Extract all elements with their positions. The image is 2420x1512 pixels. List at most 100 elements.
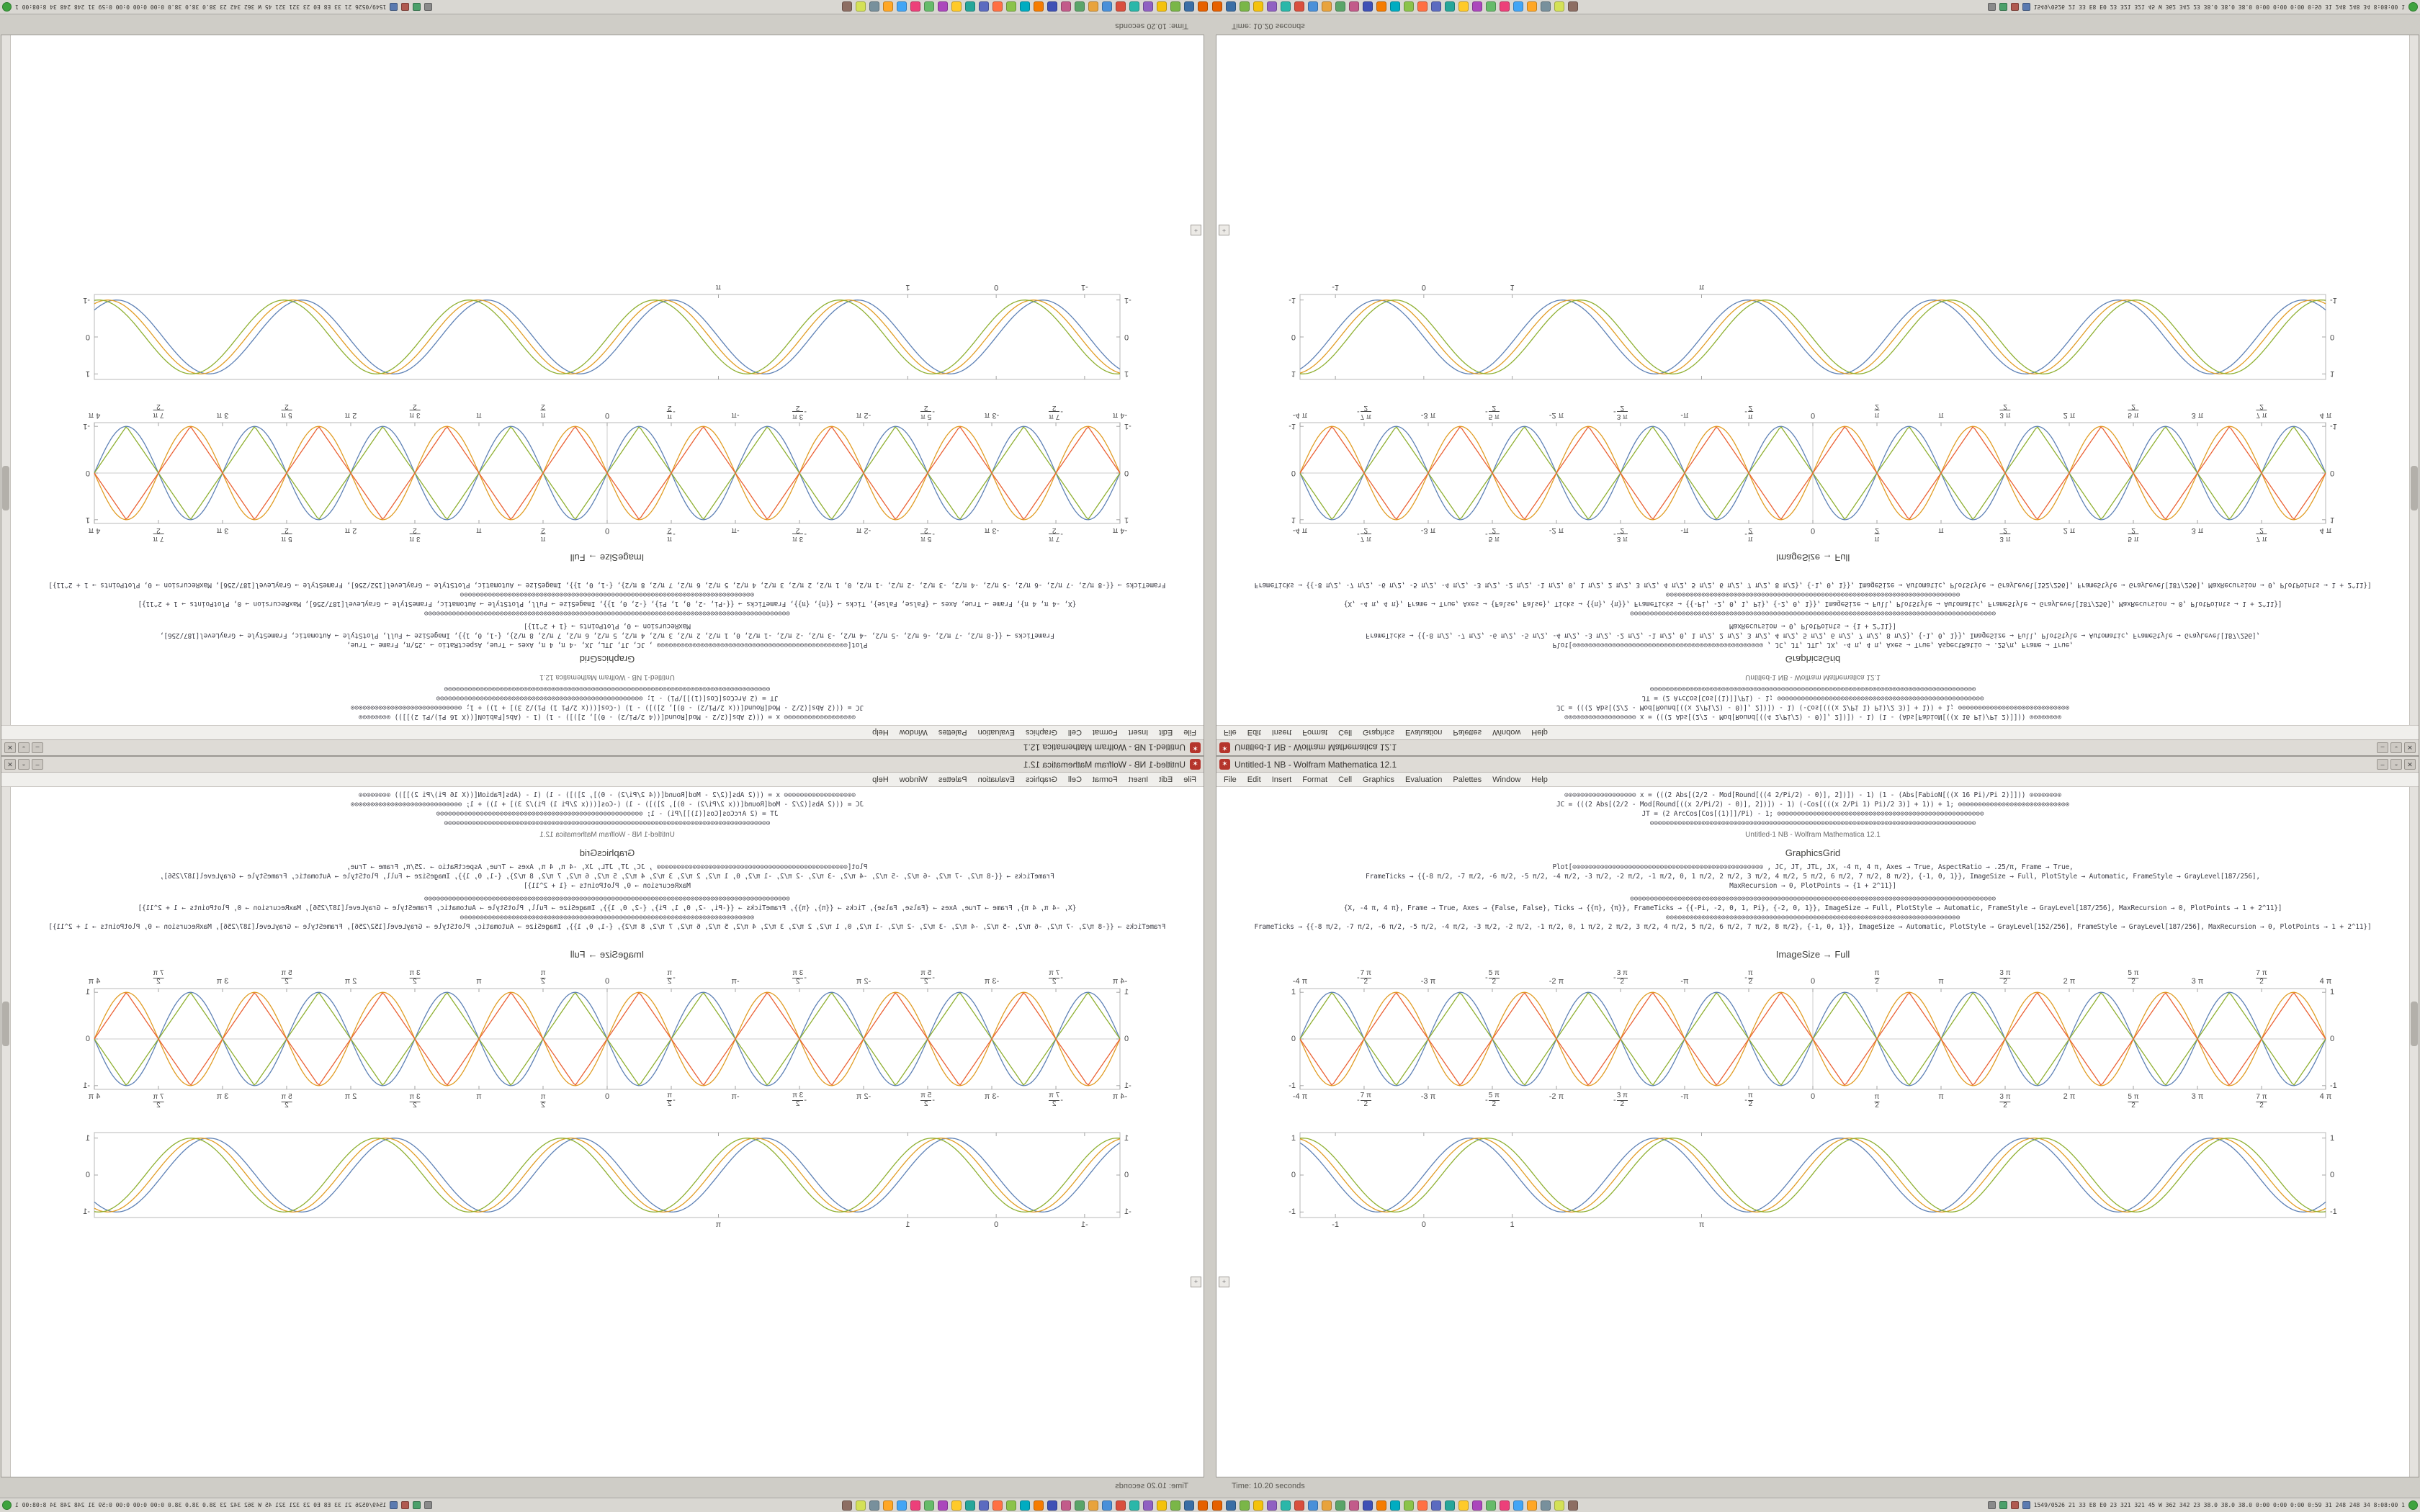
code-line[interactable]: Plot[⊙⊙⊙⊙⊙⊙⊙⊙⊙⊙⊙⊙⊙⊙⊙⊙⊙⊙⊙⊙⊙⊙⊙⊙⊙⊙⊙⊙⊙⊙⊙⊙⊙⊙⊙… — [346, 863, 868, 871]
app-icon[interactable] — [1458, 1500, 1469, 1511]
app-icon[interactable] — [424, 3, 433, 11]
menu-item-help[interactable]: Help — [872, 728, 889, 737]
scrollbar-thumb[interactable] — [2411, 1002, 2418, 1046]
menu-item-evaluation[interactable]: Evaluation — [977, 728, 1015, 737]
app-icon[interactable] — [1267, 1, 1277, 12]
app-icon[interactable] — [1390, 1, 1400, 12]
app-icon[interactable] — [1102, 1, 1112, 12]
insertion-marker[interactable]: + — [1191, 225, 1201, 235]
app-icon[interactable] — [2022, 3, 2030, 11]
app-icon[interactable] — [1088, 1, 1098, 12]
code-line[interactable]: MaxRecursion → 0, PlotPoints → {1 + 2^11… — [1729, 622, 1896, 630]
app-icon[interactable] — [1445, 1500, 1455, 1511]
vertical-scrollbar[interactable] — [1, 787, 11, 1477]
code-line[interactable]: ⊙⊙⊙⊙⊙⊙⊙⊙⊙⊙⊙⊙⊙⊙⊙⊙⊙⊙ x = (((2 Abs[(2/2 - M… — [359, 791, 856, 799]
app-icon[interactable] — [1541, 1, 1551, 12]
app-icon[interactable] — [1308, 1, 1318, 12]
window-titlebar[interactable]: ✶ Untitled-1 NB - Wolfram Mathematica 12… — [1, 757, 1204, 773]
app-icon[interactable] — [1527, 1, 1537, 12]
minimize-button[interactable]: – — [32, 759, 43, 770]
menu-item-edit[interactable]: Edit — [1247, 728, 1261, 737]
tray-status-icon[interactable] — [2408, 1500, 2418, 1510]
menu-item-window[interactable]: Window — [899, 728, 928, 737]
code-line[interactable]: ⊙⊙⊙⊙⊙⊙⊙⊙⊙⊙⊙⊙⊙⊙⊙⊙⊙⊙⊙⊙⊙⊙⊙⊙⊙⊙⊙⊙⊙⊙⊙⊙⊙⊙⊙⊙⊙⊙⊙⊙… — [424, 609, 790, 617]
code-line[interactable]: {X, -4 π, 4 π}, Frame → True, Axes → {Fa… — [1343, 600, 2282, 608]
app-icon[interactable] — [924, 1, 934, 12]
app-icon[interactable] — [951, 1, 962, 12]
code-line[interactable]: ⊙⊙⊙⊙⊙⊙⊙⊙⊙⊙⊙⊙⊙⊙⊙⊙⊙⊙ x = (((2 Abs[(2/2 - M… — [1564, 713, 2061, 721]
app-icon[interactable] — [1226, 1, 1236, 12]
app-icon[interactable] — [1061, 1500, 1071, 1511]
vertical-scrollbar[interactable] — [2409, 35, 2419, 725]
app-icon[interactable] — [842, 1500, 852, 1511]
app-icon[interactable] — [1075, 1500, 1085, 1511]
app-icon[interactable] — [897, 1500, 907, 1511]
code-line[interactable]: ⊙⊙⊙⊙⊙⊙⊙⊙⊙⊙⊙⊙⊙⊙⊙⊙⊙⊙ x = (((2 Abs[(2/2 - M… — [359, 713, 856, 721]
app-icon[interactable] — [1034, 1500, 1044, 1511]
tray-status-icon[interactable] — [2408, 2, 2418, 12]
code-line[interactable]: ⊙⊙⊙⊙⊙⊙⊙⊙⊙⊙⊙⊙⊙⊙⊙⊙⊙⊙⊙⊙⊙⊙⊙⊙⊙⊙⊙⊙⊙⊙⊙⊙⊙⊙⊙⊙⊙⊙⊙⊙… — [460, 590, 755, 598]
app-icon[interactable] — [1486, 1500, 1496, 1511]
app-icon[interactable] — [883, 1, 893, 12]
menu-item-file[interactable]: File — [1183, 728, 1196, 737]
minimize-button[interactable]: – — [32, 742, 43, 753]
insertion-marker[interactable]: + — [1219, 225, 1229, 235]
code-line[interactable]: JC = (((2 Abs[(2/2 - Mod[Round[((x 2/Pi/… — [1556, 703, 2069, 711]
app-icon[interactable] — [1184, 1, 1194, 12]
code-cell[interactable]: ⊙⊙⊙⊙⊙⊙⊙⊙⊙⊙⊙⊙⊙⊙⊙⊙⊙⊙ x = (((2 Abs[(2/2 - M… — [1235, 791, 2390, 828]
app-icon[interactable] — [1075, 1, 1085, 12]
app-icon[interactable] — [424, 1501, 433, 1509]
app-icon[interactable] — [910, 1500, 920, 1511]
code-line[interactable]: Plot[⊙⊙⊙⊙⊙⊙⊙⊙⊙⊙⊙⊙⊙⊙⊙⊙⊙⊙⊙⊙⊙⊙⊙⊙⊙⊙⊙⊙⊙⊙⊙⊙⊙⊙⊙… — [1552, 641, 2074, 649]
app-icon[interactable] — [1431, 1, 1441, 12]
app-icon[interactable] — [979, 1500, 989, 1511]
app-icon[interactable] — [1116, 1, 1126, 12]
code-line[interactable]: FrameTicks → {{-8 π/2, -7 π/2, -6 π/2, -… — [1366, 631, 2260, 639]
app-icon[interactable] — [1047, 1500, 1057, 1511]
app-icon[interactable] — [1404, 1, 1414, 12]
menu-item-help[interactable]: Help — [1531, 728, 1548, 737]
app-icon[interactable] — [413, 3, 421, 11]
maximize-button[interactable]: ▫ — [2390, 759, 2402, 770]
app-icon[interactable] — [910, 1, 920, 12]
app-icon[interactable] — [1541, 1500, 1551, 1511]
menu-item-file[interactable]: File — [1183, 775, 1196, 784]
imagesize-label[interactable]: ImageSize → Full — [570, 949, 645, 960]
app-icon[interactable] — [1061, 1, 1071, 12]
code-line[interactable]: JC = (((2 Abs[(2/2 - Mod[Round[((x 2/Pi/… — [1556, 801, 2069, 809]
app-icon[interactable] — [1157, 1500, 1167, 1511]
app-icon[interactable] — [856, 1500, 866, 1511]
app-icon[interactable] — [1157, 1, 1167, 12]
app-icon[interactable] — [1212, 1500, 1222, 1511]
code-line[interactable]: Plot[⊙⊙⊙⊙⊙⊙⊙⊙⊙⊙⊙⊙⊙⊙⊙⊙⊙⊙⊙⊙⊙⊙⊙⊙⊙⊙⊙⊙⊙⊙⊙⊙⊙⊙⊙… — [1552, 863, 2074, 871]
app-icon[interactable] — [1527, 1500, 1537, 1511]
code-line[interactable]: FrameTicks → {{-8 π/2, -7 π/2, -6 π/2, -… — [160, 873, 1054, 881]
menu-item-palettes[interactable]: Palettes — [938, 775, 967, 784]
menu-item-palettes[interactable]: Palettes — [938, 728, 967, 737]
imagesize-label[interactable]: ImageSize → Full — [570, 552, 645, 563]
scrollbar-thumb[interactable] — [2, 1002, 9, 1046]
imagesize-label[interactable]: ImageSize → Full — [1775, 949, 1850, 960]
graphicsgrid-label[interactable]: GraphicsGrid — [579, 847, 635, 858]
menu-item-format[interactable]: Format — [1302, 775, 1328, 784]
app-icon[interactable] — [1431, 1500, 1441, 1511]
app-icon[interactable] — [1143, 1, 1153, 12]
insertion-marker[interactable]: + — [1191, 1277, 1201, 1287]
vertical-scrollbar[interactable] — [2409, 787, 2419, 1477]
code-line[interactable]: ⊙⊙⊙⊙⊙⊙⊙⊙⊙⊙⊙⊙⊙⊙⊙⊙⊙⊙⊙⊙⊙⊙⊙⊙⊙⊙⊙⊙⊙⊙⊙⊙⊙⊙⊙⊙⊙⊙⊙⊙… — [1630, 895, 1996, 903]
app-icon[interactable] — [2010, 3, 2019, 11]
menu-item-format[interactable]: Format — [1092, 728, 1118, 737]
app-icon[interactable] — [1184, 1500, 1194, 1511]
code-line[interactable]: ⊙⊙⊙⊙⊙⊙⊙⊙⊙⊙⊙⊙⊙⊙⊙⊙⊙⊙⊙⊙⊙⊙⊙⊙⊙⊙⊙⊙⊙⊙⊙⊙⊙⊙⊙⊙⊙⊙⊙⊙… — [1665, 590, 1960, 598]
app-icon[interactable] — [1417, 1500, 1428, 1511]
window-titlebar[interactable]: ✶ Untitled-1 NB - Wolfram Mathematica 12… — [1216, 757, 2419, 773]
app-icon[interactable] — [1294, 1500, 1304, 1511]
app-icon[interactable] — [1240, 1, 1250, 12]
code-line[interactable]: FrameTicks → {{-8 π/2, -7 π/2, -6 π/2, -… — [1254, 923, 2372, 931]
app-icon[interactable] — [1486, 1, 1496, 12]
app-icon[interactable] — [1472, 1500, 1482, 1511]
app-icon[interactable] — [1987, 3, 1996, 11]
app-icon[interactable] — [1006, 1, 1016, 12]
menu-item-file[interactable]: File — [1224, 728, 1237, 737]
code-line[interactable]: ⊙⊙⊙⊙⊙⊙⊙⊙⊙⊙⊙⊙⊙⊙⊙⊙⊙⊙⊙⊙⊙⊙⊙⊙⊙⊙⊙⊙⊙⊙⊙⊙⊙⊙⊙⊙⊙⊙⊙⊙… — [1630, 609, 1996, 617]
